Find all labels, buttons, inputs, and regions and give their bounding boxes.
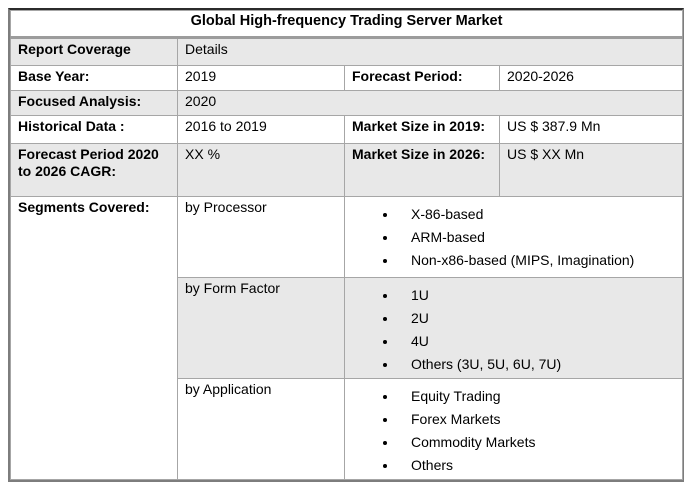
list-item: Equity Trading: [398, 385, 675, 408]
market-report-table-frame: Global High-frequency Trading Server Mar…: [8, 8, 684, 482]
forecast-period-value: 2020-2026: [498, 65, 684, 91]
forecast-period-label: Forecast Period:: [344, 65, 500, 91]
focused-analysis-value: 2020: [176, 90, 684, 116]
list-item: 1U: [398, 284, 675, 307]
table-row-historical-data: Historical Data : 2016 to 2019 Market Si…: [10, 115, 684, 144]
table-row-report-coverage: Report Coverage Details: [10, 37, 684, 66]
historical-data-label: Historical Data :: [10, 115, 178, 144]
table-row-segments-processor: Segments Covered: by Processor X-86-base…: [10, 196, 684, 480]
list-item: Non-x86-based (MIPS, Imagination): [398, 249, 675, 272]
focused-analysis-label: Focused Analysis:: [10, 90, 178, 116]
segment-category-application: by Application: [177, 378, 345, 480]
list-item: Others: [398, 454, 675, 477]
list-item: Forex Markets: [398, 408, 675, 431]
list-item: 2U: [398, 307, 675, 330]
segments-covered-label: Segments Covered:: [10, 196, 178, 480]
market-size-2019-value: US $ 387.9 Mn: [498, 115, 684, 144]
list-item: 4U: [398, 330, 675, 353]
table-row-base-year: Base Year: 2019 Forecast Period: 2020-20…: [10, 65, 684, 91]
market-size-2026-value: US $ XX Mn: [498, 143, 684, 197]
report-coverage-value: Details: [176, 37, 684, 66]
segment-category-processor: by Processor: [177, 196, 345, 278]
page-title: Global High-frequency Trading Server Mar…: [9, 10, 684, 39]
segment-items-processor: X-86-based ARM-based Non-x86-based (MIPS…: [343, 196, 684, 278]
list-item: Commodity Markets: [398, 431, 675, 454]
table-row-focused-analysis: Focused Analysis: 2020: [10, 90, 684, 116]
form-factor-bullet-list: 1U 2U 4U Others (3U, 5U, 6U, 7U): [352, 284, 675, 376]
base-year-label: Base Year:: [10, 65, 178, 91]
table-row-forecast-cagr: Forecast Period 2020 to 2026 CAGR: XX % …: [10, 143, 684, 197]
list-item: X-86-based: [398, 203, 675, 226]
report-coverage-label: Report Coverage: [10, 37, 178, 66]
application-bullet-list: Equity Trading Forex Markets Commodity M…: [352, 385, 675, 477]
list-item: Others (3U, 5U, 6U, 7U): [398, 353, 675, 376]
forecast-cagr-label: Forecast Period 2020 to 2026 CAGR:: [10, 143, 178, 197]
list-item: ARM-based: [398, 226, 675, 249]
market-report-table: Global High-frequency Trading Server Mar…: [9, 10, 684, 480]
forecast-cagr-value: XX %: [177, 143, 345, 197]
historical-data-value: 2016 to 2019: [177, 115, 345, 144]
processor-bullet-list: X-86-based ARM-based Non-x86-based (MIPS…: [352, 203, 675, 272]
segment-category-form-factor: by Form Factor: [177, 277, 345, 379]
market-size-2019-label: Market Size in 2019:: [344, 115, 500, 144]
title-row: Global High-frequency Trading Server Mar…: [9, 10, 684, 39]
base-year-value: 2019: [177, 65, 345, 91]
report-coverage-page: Global High-frequency Trading Server Mar…: [0, 0, 691, 442]
market-size-2026-label: Market Size in 2026:: [344, 143, 500, 197]
table-row-segments-form-factor: by Form Factor 1U 2U 4U Others (3U, 5U, …: [11, 277, 684, 379]
segment-items-form-factor: 1U 2U 4U Others (3U, 5U, 6U, 7U): [343, 277, 684, 379]
segment-items-application: Equity Trading Forex Markets Commodity M…: [343, 378, 684, 480]
